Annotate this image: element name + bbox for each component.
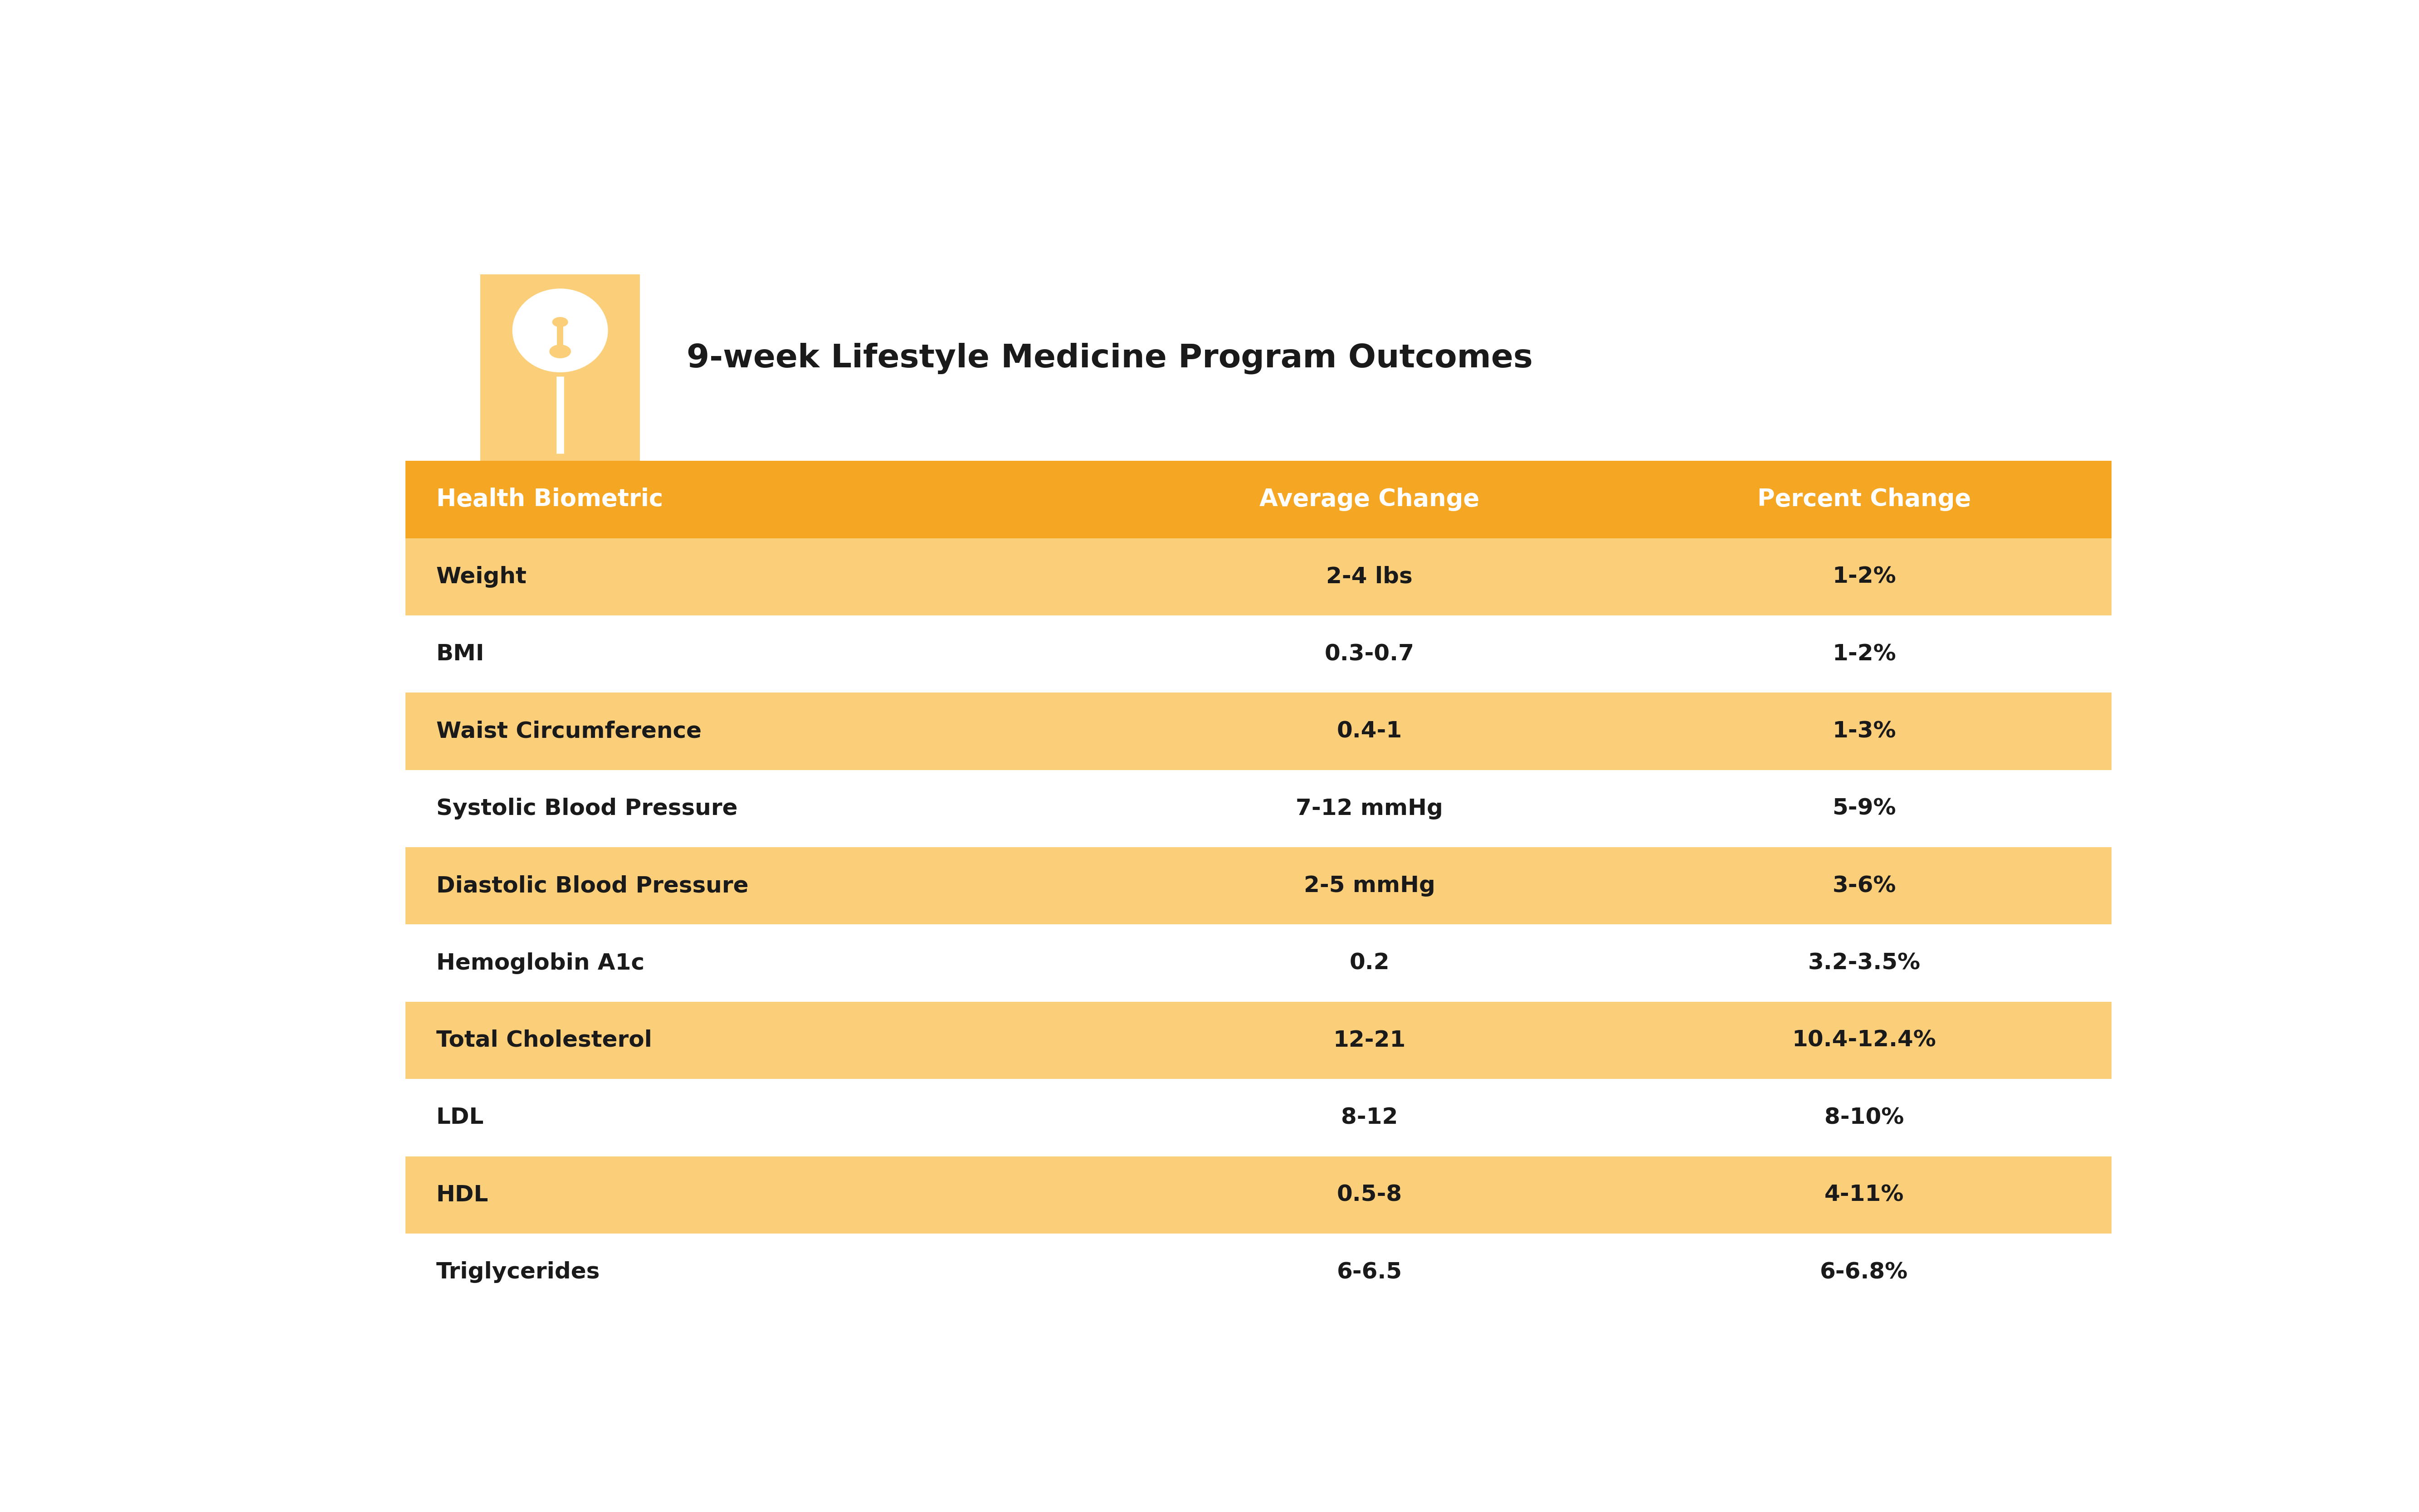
FancyBboxPatch shape bbox=[406, 615, 2112, 692]
Text: 1-2%: 1-2% bbox=[1831, 565, 1896, 588]
FancyBboxPatch shape bbox=[481, 275, 639, 461]
Circle shape bbox=[549, 345, 571, 358]
Text: 1-2%: 1-2% bbox=[1831, 643, 1896, 665]
Text: 0.2: 0.2 bbox=[1350, 953, 1389, 974]
Text: 0.3-0.7: 0.3-0.7 bbox=[1326, 643, 1415, 665]
FancyBboxPatch shape bbox=[406, 924, 2112, 1001]
FancyBboxPatch shape bbox=[406, 770, 2112, 847]
Text: 10.4-12.4%: 10.4-12.4% bbox=[1792, 1030, 1935, 1051]
Text: BMI: BMI bbox=[435, 643, 484, 665]
Text: Average Change: Average Change bbox=[1260, 488, 1480, 511]
FancyBboxPatch shape bbox=[406, 538, 2112, 615]
Text: 3-6%: 3-6% bbox=[1831, 875, 1896, 897]
Text: 1-3%: 1-3% bbox=[1831, 720, 1896, 742]
Text: 6-6.8%: 6-6.8% bbox=[1819, 1261, 1909, 1284]
FancyBboxPatch shape bbox=[406, 847, 2112, 924]
Text: 2-5 mmHg: 2-5 mmHg bbox=[1304, 875, 1434, 897]
Text: Weight: Weight bbox=[435, 565, 527, 588]
Circle shape bbox=[552, 318, 568, 327]
Text: Diastolic Blood Pressure: Diastolic Blood Pressure bbox=[435, 875, 747, 897]
Text: LDL: LDL bbox=[435, 1107, 484, 1128]
Text: 0.5-8: 0.5-8 bbox=[1338, 1184, 1403, 1205]
Text: 3.2-3.5%: 3.2-3.5% bbox=[1807, 953, 1921, 974]
Text: 8-10%: 8-10% bbox=[1824, 1107, 1904, 1128]
Text: 5-9%: 5-9% bbox=[1831, 798, 1896, 820]
Text: Waist Circumference: Waist Circumference bbox=[435, 720, 702, 742]
Text: 12-21: 12-21 bbox=[1333, 1030, 1405, 1051]
FancyBboxPatch shape bbox=[406, 1080, 2112, 1157]
Text: Systolic Blood Pressure: Systolic Blood Pressure bbox=[435, 798, 738, 820]
Text: 7-12 mmHg: 7-12 mmHg bbox=[1297, 798, 1444, 820]
FancyBboxPatch shape bbox=[406, 1234, 2112, 1311]
Text: 0.4-1: 0.4-1 bbox=[1338, 720, 1403, 742]
Text: Triglycerides: Triglycerides bbox=[435, 1261, 600, 1284]
Text: HDL: HDL bbox=[435, 1184, 489, 1205]
Text: Percent Change: Percent Change bbox=[1756, 488, 1971, 511]
Text: 9-week Lifestyle Medicine Program Outcomes: 9-week Lifestyle Medicine Program Outcom… bbox=[687, 343, 1534, 373]
FancyBboxPatch shape bbox=[406, 692, 2112, 770]
FancyBboxPatch shape bbox=[406, 461, 2112, 538]
FancyBboxPatch shape bbox=[406, 1157, 2112, 1234]
Text: 8-12: 8-12 bbox=[1340, 1107, 1398, 1128]
Text: Total Cholesterol: Total Cholesterol bbox=[435, 1030, 653, 1051]
Text: 4-11%: 4-11% bbox=[1824, 1184, 1904, 1205]
FancyBboxPatch shape bbox=[406, 1001, 2112, 1080]
Text: 2-4 lbs: 2-4 lbs bbox=[1326, 565, 1413, 588]
Text: Health Biometric: Health Biometric bbox=[435, 488, 663, 511]
Ellipse shape bbox=[513, 289, 607, 372]
Text: Hemoglobin A1c: Hemoglobin A1c bbox=[435, 953, 643, 974]
Text: 6-6.5: 6-6.5 bbox=[1338, 1261, 1403, 1284]
